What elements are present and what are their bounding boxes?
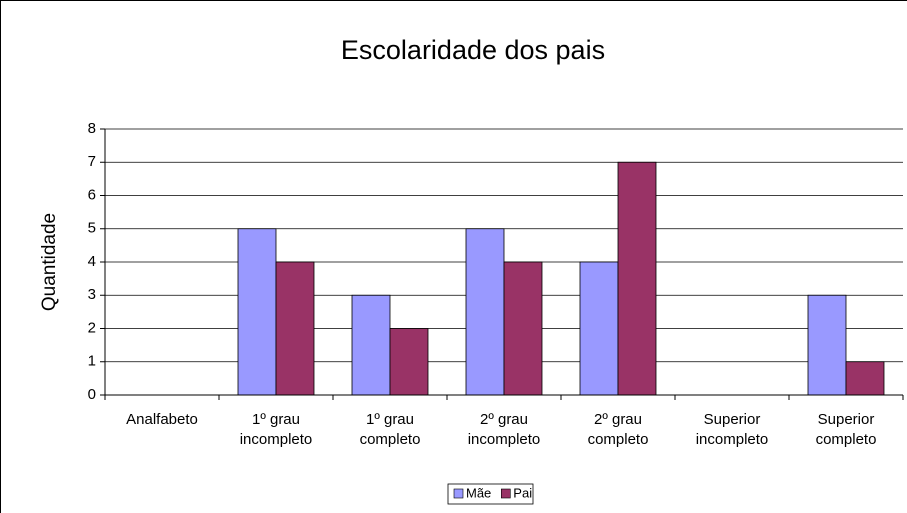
x-tick-label: 1º grau incompleto [239, 411, 313, 448]
x-tick-label: Analfabeto [126, 411, 198, 428]
bar [579, 261, 619, 396]
bar [465, 228, 505, 396]
y-tick-label: 7 [88, 153, 96, 170]
x-tick-label: Superior completo [815, 411, 877, 448]
y-tick-label: 8 [88, 120, 96, 137]
bar [237, 228, 277, 396]
bar [351, 294, 391, 396]
y-tick-label: 6 [88, 186, 96, 203]
y-tick-label: 1 [88, 353, 96, 370]
x-tick-label: 1º grau completo [359, 411, 421, 448]
bar [503, 261, 543, 396]
x-tick-label: 2º grau incompleto [467, 411, 541, 448]
y-tick-label: 2 [88, 319, 96, 336]
chart-title: Escolaridade dos pais [341, 35, 605, 65]
legend-box [447, 483, 534, 505]
bar [617, 161, 657, 396]
bar [275, 261, 315, 396]
legend-label: Pai [513, 485, 532, 500]
legend-label: Mãe [466, 485, 491, 500]
bar [389, 328, 429, 396]
y-tick-label: 4 [88, 253, 96, 270]
bar [807, 294, 847, 396]
legend-swatch [500, 488, 511, 499]
legend-swatch [453, 488, 464, 499]
y-tick-label: 3 [88, 286, 96, 303]
y-tick-label: 5 [88, 220, 96, 237]
y-axis-label: Quantidade [39, 213, 60, 311]
x-tick-label: 2º grau completo [587, 411, 649, 448]
y-tick-label: 0 [88, 386, 96, 403]
x-tick-label: Superior incompleto [695, 411, 769, 448]
bar [845, 361, 885, 396]
